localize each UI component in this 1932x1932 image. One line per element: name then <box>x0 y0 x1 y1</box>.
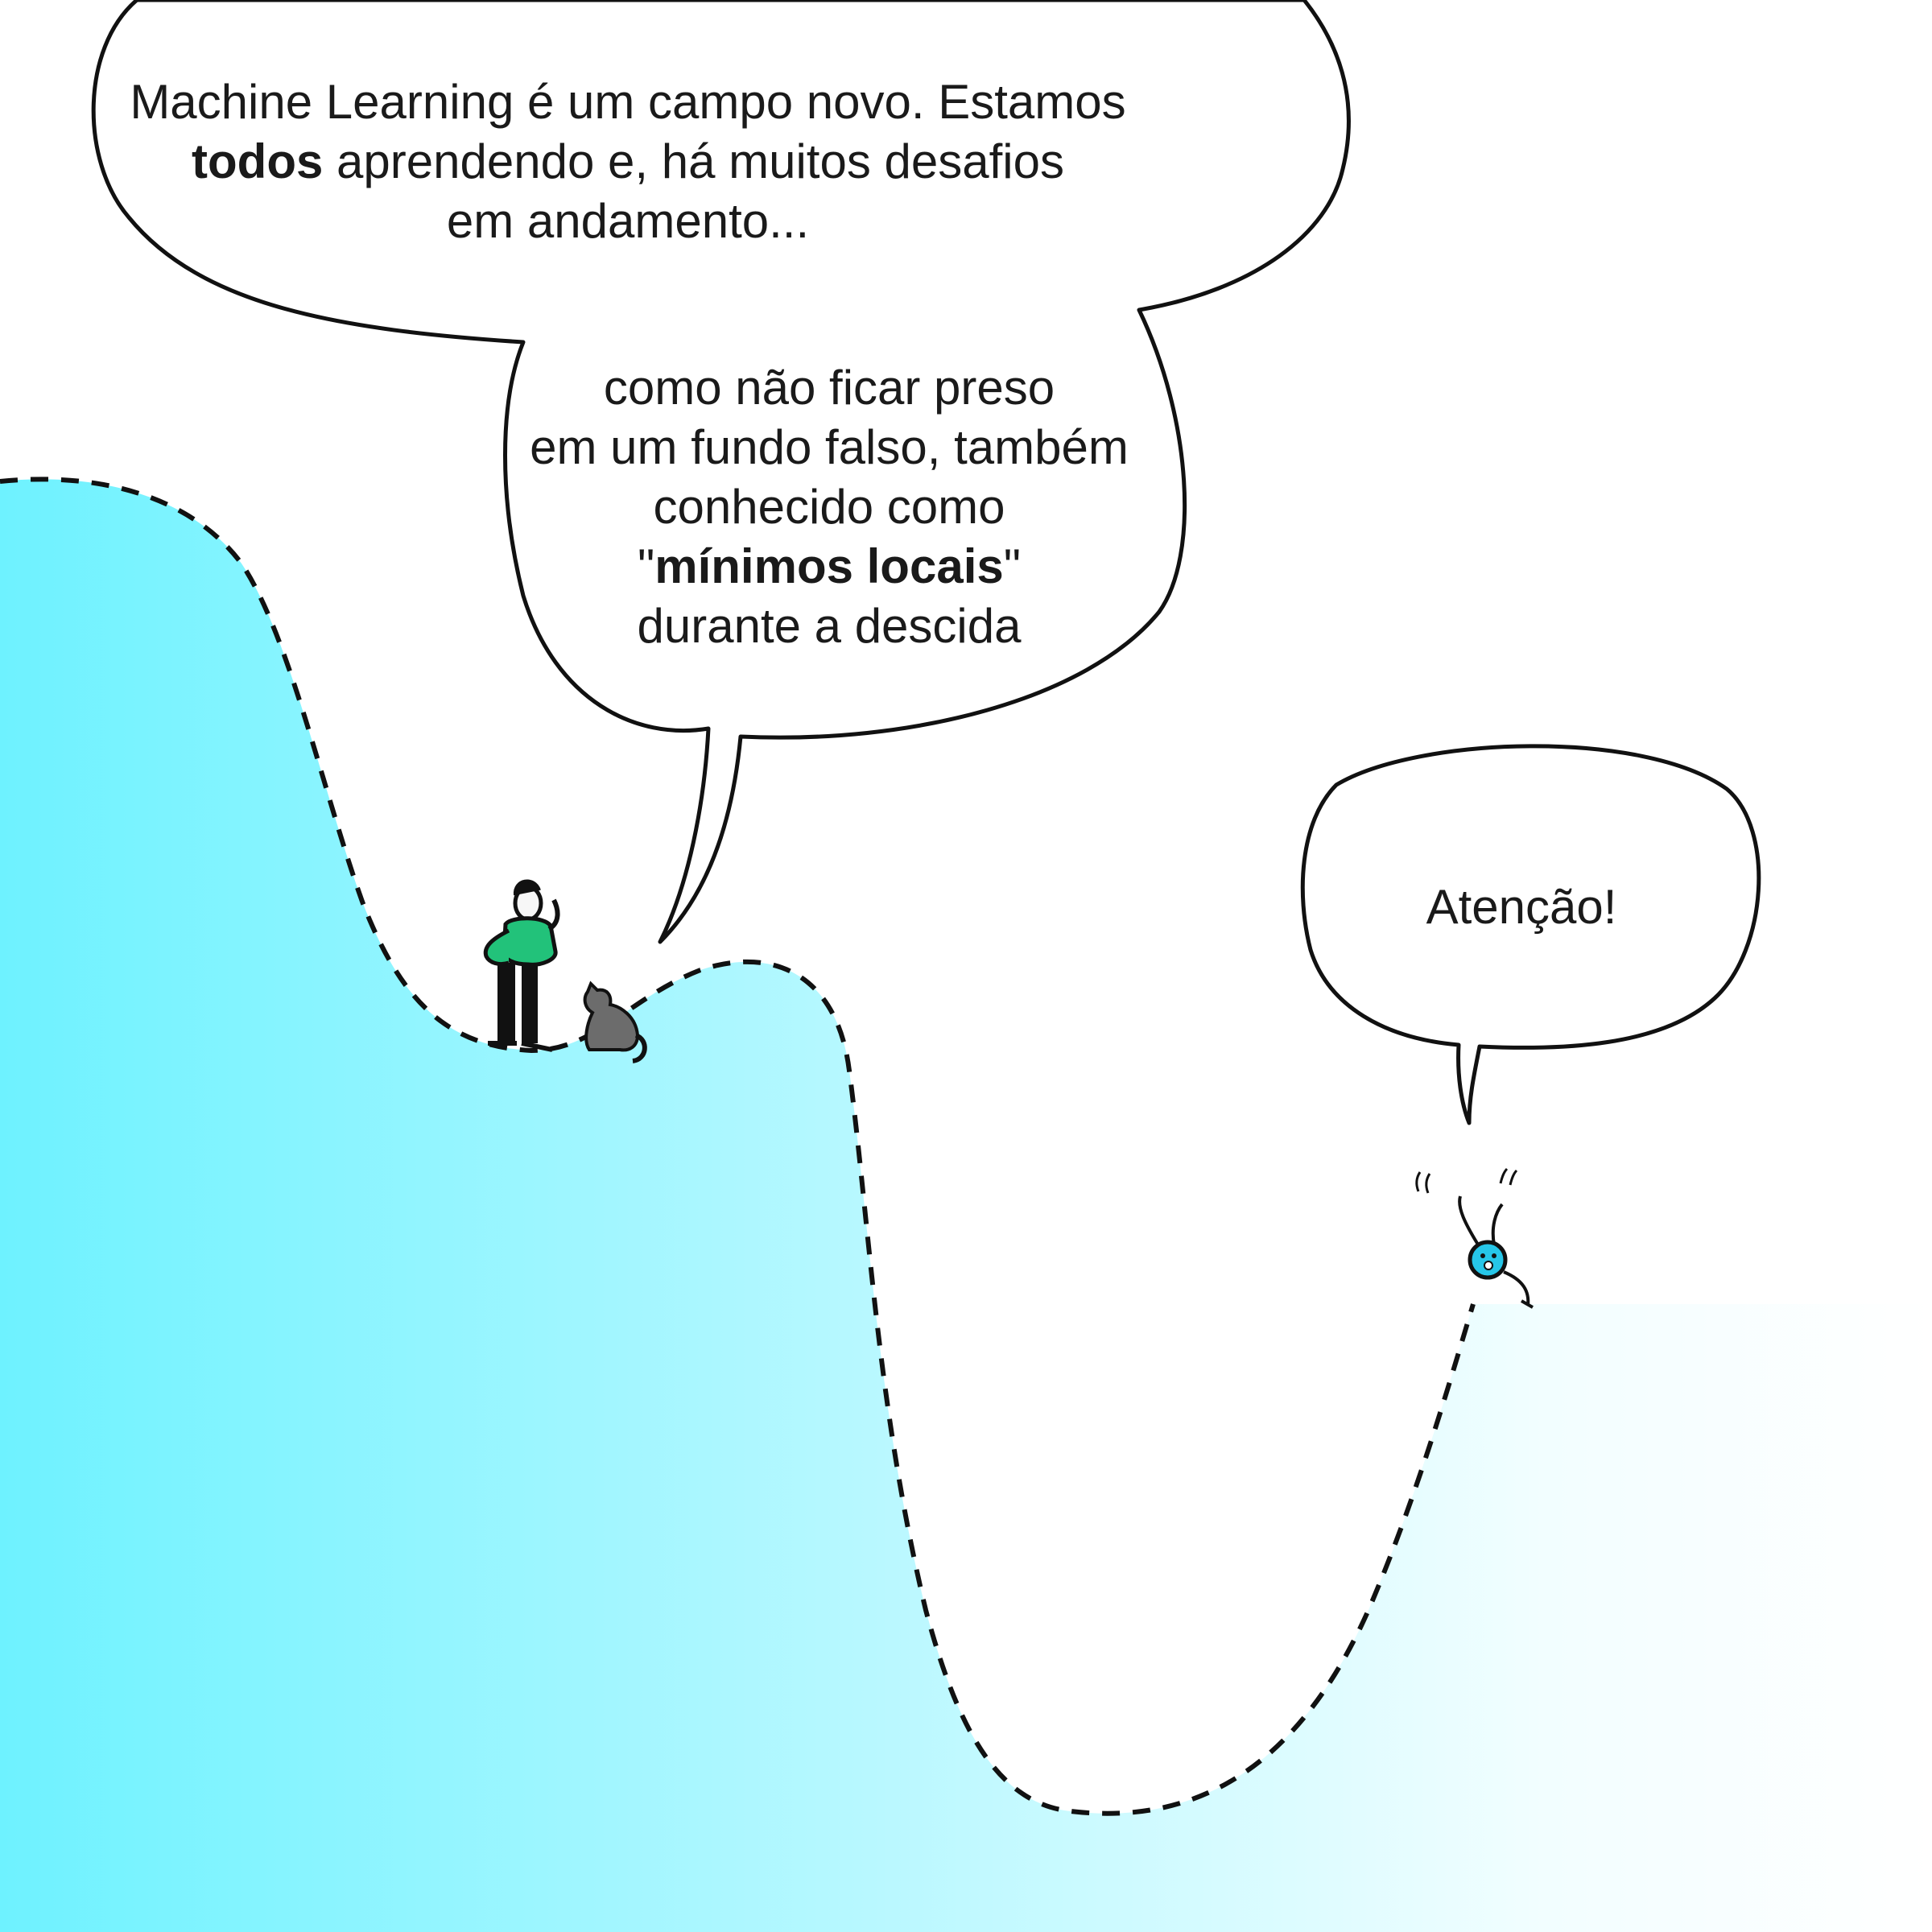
quote-close: " <box>1003 539 1022 593</box>
falling-ball-figure <box>1415 1167 1534 1309</box>
main-bubble-line4: como não ficar preso <box>603 361 1055 415</box>
main-bubble-line3: em andamento... <box>446 194 810 248</box>
landscape-dashed-curve <box>0 477 1476 1816</box>
main-bubble-line5: em um fundo falso, também <box>530 420 1129 474</box>
main-bubble-line2-rest: aprendendo e, há muitos desafios <box>323 134 1064 188</box>
main-bubble-line2-bold: todos <box>192 134 324 188</box>
small-bubble-text: Atenção! <box>1426 880 1617 934</box>
main-bubble-line1: Machine Learning é um campo novo. Estamo… <box>130 75 1126 129</box>
main-bubble-line8: durante a descida <box>637 599 1022 653</box>
main-bubble-text-bottom: como não ficar preso em um fundo falso, … <box>475 358 1183 656</box>
person-figure <box>483 879 560 1052</box>
landscape-fill <box>0 479 1932 1932</box>
main-bubble-line2: todos aprendendo e, há muitos desafios <box>105 132 1151 192</box>
main-bubble-line7-bold: mínimos locais <box>654 539 1004 593</box>
speech-bubble-main <box>91 0 1351 944</box>
quote-open: " <box>637 539 655 593</box>
main-bubble-text-top: Machine Learning é um campo novo. Estamo… <box>105 72 1151 251</box>
main-bubble-line7: "mínimos locais" <box>475 537 1183 597</box>
main-bubble-line6: conhecido como <box>653 480 1005 534</box>
cat-figure <box>583 980 647 1063</box>
speech-bubble-small <box>1300 744 1761 1125</box>
